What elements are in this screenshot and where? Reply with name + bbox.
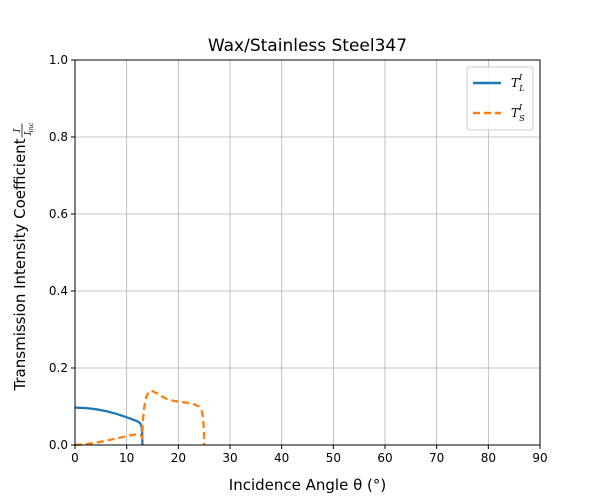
y-tick-label: 0.2 xyxy=(49,361,68,375)
x-tick-label: 20 xyxy=(171,451,186,465)
y-axis-ticks: 0.0 0.2 0.4 0.6 0.8 1.0 xyxy=(49,53,75,452)
y-tick-label: 0.8 xyxy=(49,130,68,144)
y-tick-label: 0.0 xyxy=(49,438,68,452)
axes-frame xyxy=(74,59,541,446)
x-tick-label: 10 xyxy=(119,451,134,465)
x-tick-label: 30 xyxy=(222,451,237,465)
x-tick-label: 90 xyxy=(532,451,547,465)
x-tick-label: 80 xyxy=(481,451,496,465)
y-fraction-denominator-sub: inc xyxy=(27,122,35,132)
x-tick-label: 0 xyxy=(71,451,79,465)
x-tick-label: 40 xyxy=(274,451,289,465)
chart-title: Wax/Stainless Steel347 xyxy=(208,36,407,56)
y-axis-fraction: I I inc xyxy=(13,122,35,138)
x-tick-label: 60 xyxy=(377,451,392,465)
legend-label-tl: TI L xyxy=(511,73,525,93)
y-tick-label: 0.6 xyxy=(49,207,68,221)
y-tick-label: 0.4 xyxy=(49,284,68,298)
y-fraction-numerator: I xyxy=(13,128,23,133)
y-fraction-denominator: I xyxy=(24,131,34,136)
plot-area xyxy=(75,60,540,445)
x-tick-label: 50 xyxy=(326,451,341,465)
y-tick-label: 1.0 xyxy=(49,53,68,67)
series-line-ts xyxy=(74,389,206,447)
legend-label-ts: TI S xyxy=(511,103,525,123)
x-axis-ticks: 0 10 20 30 40 50 60 70 80 90 xyxy=(71,445,548,465)
y-axis-label-group: Transmission Intensity Coefficient I I i… xyxy=(11,122,35,391)
x-axis-label: Incidence Angle θ (°) xyxy=(229,476,386,494)
legend: TI L TI S xyxy=(466,66,534,131)
y-axis-label: Transmission Intensity Coefficient xyxy=(11,138,29,391)
x-tick-label: 70 xyxy=(429,451,444,465)
series-layer xyxy=(74,389,206,447)
